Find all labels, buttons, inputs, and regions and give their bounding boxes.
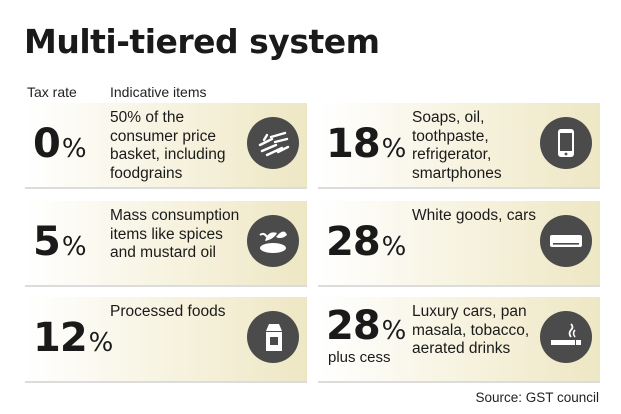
page-title: Multi-tiered system <box>24 22 380 61</box>
source-note: Source: GST council <box>475 390 599 405</box>
cigarette-icon <box>540 311 592 363</box>
tier-description: Processed foods <box>110 303 226 320</box>
tier-card-5: 5% Mass consumption items like spices an… <box>25 201 307 287</box>
tier-card-28-cess: 28% plus cess Luxury cars, pan masala, t… <box>318 297 600 383</box>
spices-icon <box>247 215 299 267</box>
tax-rate-value: 28% <box>326 303 407 349</box>
indicative-items-header: Indicative items <box>110 84 207 100</box>
milk-carton-icon <box>247 311 299 363</box>
air-conditioner-icon <box>540 215 592 267</box>
tax-rate-value: 18% <box>326 121 407 167</box>
tier-description: White goods, cars <box>412 207 537 224</box>
tax-rate-value: 0% <box>33 121 87 167</box>
tax-rate-header: Tax rate <box>27 84 77 100</box>
tier-description: Mass consumption items like spices and m… <box>110 207 240 261</box>
tier-description: Luxury cars, pan masala, tobacco, aerate… <box>412 303 530 357</box>
tier-card-28: 28% White goods, cars <box>318 201 600 287</box>
tax-rate-value: 5% <box>33 219 87 265</box>
grains-icon <box>247 117 299 169</box>
tax-rate-subtext: plus cess <box>328 349 391 366</box>
tier-card-0: 0% 50% of the consumer price basket, inc… <box>25 103 307 189</box>
tax-rate-value: 28% <box>326 219 407 265</box>
smartphone-icon <box>540 117 592 169</box>
tier-description: 50% of the consumer price basket, includ… <box>110 109 226 182</box>
tier-card-12: 12% Processed foods <box>25 297 307 383</box>
tier-card-18: 18% Soaps, oil, toothpaste, refrigerator… <box>318 103 600 189</box>
tax-rate-value: 12% <box>33 315 114 361</box>
tier-description: Soaps, oil, toothpaste, refrigerator, sm… <box>412 109 502 182</box>
